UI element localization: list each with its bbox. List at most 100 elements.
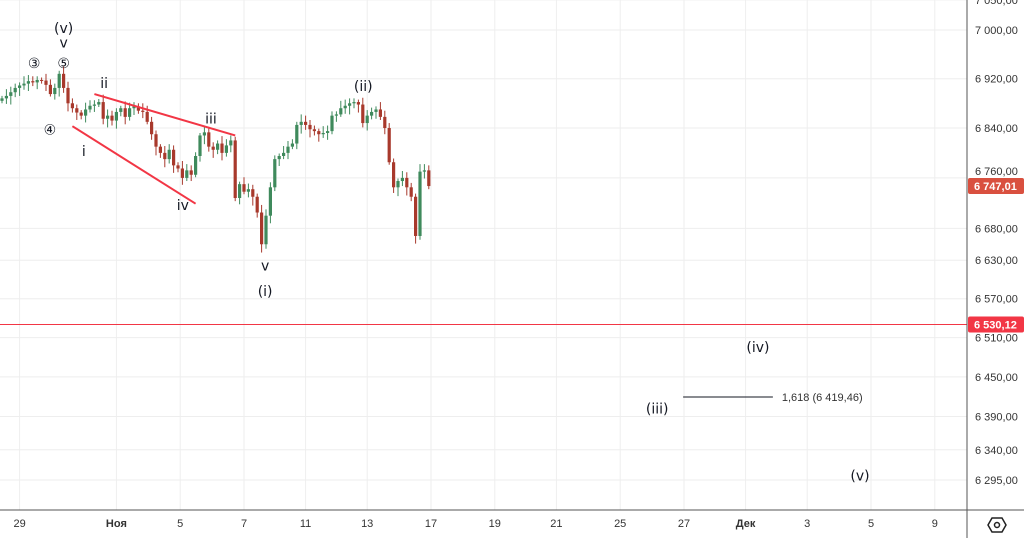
wave-label: i — [82, 144, 86, 160]
time-tick-label: 5 — [177, 518, 183, 530]
candle-body — [44, 80, 48, 85]
candle — [62, 66, 66, 93]
time-axis[interactable]: 29 Ноя 5 7 11 13 17 19 21 25 27 Дек 3 5 9 — [13, 518, 937, 530]
candle-body — [238, 184, 242, 199]
candle-body — [220, 143, 224, 153]
candle — [334, 111, 338, 122]
price-tick-label: 7 050,00 — [975, 0, 1018, 7]
candle — [198, 132, 202, 162]
candle-body — [242, 184, 246, 192]
candle — [44, 73, 48, 91]
candle — [251, 184, 255, 206]
candle-body — [0, 98, 4, 101]
candle-body — [352, 102, 356, 104]
candle — [211, 142, 215, 158]
candle — [75, 104, 79, 120]
candle-body — [198, 135, 202, 156]
candle — [370, 107, 374, 120]
candle-body — [26, 81, 30, 84]
candle — [57, 70, 61, 97]
candle — [326, 125, 330, 140]
wave-label: ii — [100, 76, 108, 92]
settings-hexagon-icon[interactable] — [986, 514, 1008, 536]
candle-body — [409, 187, 413, 197]
candle — [299, 114, 303, 134]
candle-body — [154, 134, 158, 147]
candle-body — [365, 115, 369, 124]
candle-body — [158, 146, 162, 153]
candle — [26, 75, 30, 91]
candle-body — [97, 102, 101, 105]
price-tick-label: 6 510,00 — [975, 333, 1018, 345]
candle-body — [330, 115, 334, 132]
candle — [106, 109, 110, 128]
candle — [97, 98, 101, 107]
time-tick-label: 7 — [241, 518, 247, 530]
price-axis[interactable]: 7 050,00 7 000,00 6 920,00 6 840,00 6 760,00… — [975, 0, 1018, 487]
price-badges: 6 747,01 6 530,12 — [968, 178, 1024, 333]
wave-label: ③ — [28, 56, 41, 72]
candle — [427, 165, 431, 190]
candle-body — [304, 121, 308, 125]
candle-body — [18, 85, 22, 88]
candle — [92, 100, 96, 112]
candle-body — [224, 145, 228, 153]
candle-body — [321, 132, 325, 135]
candle-body — [392, 162, 396, 188]
wave-label: iv — [177, 198, 189, 214]
candle — [66, 81, 70, 112]
candle-body — [180, 168, 184, 178]
candle-body — [211, 146, 215, 150]
time-tick-label: Дек — [736, 518, 756, 530]
candle-body — [4, 95, 8, 99]
candle — [119, 105, 123, 117]
candle — [35, 76, 39, 90]
candle-body — [246, 189, 250, 192]
candle-body — [326, 131, 330, 133]
price-tick-label: 6 450,00 — [975, 372, 1018, 384]
candle — [343, 99, 347, 114]
candle-body — [264, 215, 268, 245]
candle — [286, 141, 290, 160]
price-tick-label: 7 000,00 — [975, 25, 1018, 37]
candle-body — [312, 129, 316, 132]
candle — [141, 103, 145, 119]
candle — [233, 136, 237, 202]
candle — [53, 83, 57, 100]
candle-body — [290, 143, 294, 147]
wave-label: ④ — [44, 122, 57, 138]
candle — [321, 126, 325, 138]
candle — [114, 108, 118, 129]
time-tick-label: Ноя — [106, 518, 127, 530]
candle-body — [396, 181, 400, 188]
candle — [123, 101, 127, 125]
time-tick-label: 13 — [361, 518, 373, 530]
candle — [304, 115, 308, 130]
candle — [400, 170, 404, 187]
candle — [202, 125, 206, 145]
candle — [128, 102, 132, 121]
candle — [150, 116, 154, 140]
candle — [392, 158, 396, 193]
candle-body — [414, 196, 418, 236]
candle — [356, 99, 360, 113]
candle-body — [185, 170, 189, 178]
candles — [0, 66, 431, 253]
fib-extension-label: 1,618 (6 419,46) — [782, 392, 863, 404]
candle — [282, 146, 286, 160]
trendline[interactable] — [94, 93, 236, 137]
candle — [158, 144, 162, 158]
candle-body — [53, 87, 57, 95]
candle-body — [132, 106, 136, 109]
wave-label: v — [59, 36, 67, 52]
candle — [295, 121, 299, 150]
candle-body — [361, 104, 365, 124]
candle — [13, 83, 17, 98]
candle — [136, 103, 140, 114]
trendline[interactable] — [71, 125, 197, 205]
candle — [176, 162, 180, 173]
svg-text:6 747,01: 6 747,01 — [974, 181, 1017, 193]
time-tick-label: 3 — [804, 518, 810, 530]
candle-body — [418, 171, 422, 236]
